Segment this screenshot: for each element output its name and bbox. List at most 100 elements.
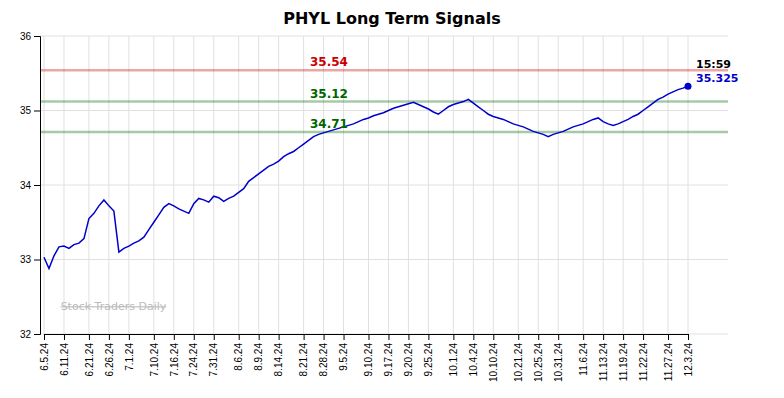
x-tick: 6.26.24 <box>104 334 115 376</box>
grid-line <box>538 36 539 334</box>
y-tick-label: 35 <box>20 105 32 116</box>
grid-line <box>388 36 389 334</box>
x-tick-mark <box>304 334 305 340</box>
grid-line <box>368 36 369 334</box>
marks <box>40 70 728 268</box>
grid-line <box>108 36 109 334</box>
x-tick-label: 6.5.24 <box>39 343 50 371</box>
y-tick-label: 32 <box>20 329 32 340</box>
x-tick: 8.28.24 <box>318 334 329 376</box>
x-tick: 7.24.24 <box>188 334 199 376</box>
grid-line <box>428 36 429 334</box>
x-tick: 10.1.24 <box>448 334 459 376</box>
x-tick-mark <box>643 334 644 340</box>
y-tick-mark <box>34 111 40 112</box>
x-tick: 11.19.24 <box>618 334 629 381</box>
x-tick-label: 9.25.24 <box>423 343 434 377</box>
x-axis-line <box>45 335 689 341</box>
x-tick-mark <box>558 334 559 340</box>
x-tick-mark <box>259 334 260 340</box>
reference-line <box>40 100 728 103</box>
grid-line <box>303 36 304 334</box>
x-tick: 11.27.24 <box>663 334 674 381</box>
grid-line <box>88 36 89 334</box>
x-tick: 7.31.24 <box>208 334 219 376</box>
x-tick-label: 9.17.24 <box>383 343 394 377</box>
x-tick: 11.22.24 <box>638 334 649 381</box>
x-tick-label: 8.9.24 <box>253 343 264 371</box>
y-tick: 33 <box>20 254 40 265</box>
x-tick-label: 8.28.24 <box>318 343 329 377</box>
y-tick: 36 <box>20 31 40 42</box>
y-tick-mark <box>34 36 40 37</box>
x-tick-label: 7.24.24 <box>188 343 199 377</box>
x-tick-label: 11.19.24 <box>618 343 629 382</box>
x-tick-mark <box>538 334 539 340</box>
grid-line <box>173 36 174 334</box>
x-tick: 6.5.24 <box>39 334 50 371</box>
x-tick-label: 10.10.24 <box>488 343 499 382</box>
x-tick-mark <box>109 334 110 340</box>
x-tick-mark <box>214 334 215 340</box>
endpoint <box>685 83 692 90</box>
x-tick-label: 6.21.24 <box>84 343 95 377</box>
x-tick-mark <box>603 334 604 340</box>
x-tick-label: 7.31.24 <box>208 343 219 377</box>
x-tick-mark <box>688 334 689 340</box>
y-tick-label: 34 <box>20 180 32 191</box>
x-tick-mark <box>388 334 389 340</box>
grid-line <box>44 36 45 334</box>
chart: PHYL Long Term Signals Stock Traders Dail… <box>0 0 784 398</box>
y-axis-line <box>34 37 41 335</box>
x-tick: 10.21.24 <box>513 334 524 382</box>
x-tick: 11.6.24 <box>578 334 589 376</box>
grid <box>40 36 728 334</box>
watermark: Stock Traders Daily <box>61 300 167 313</box>
last-time: 15:59 <box>696 58 731 71</box>
x-tick-mark <box>344 334 345 340</box>
y-tick: 34 <box>20 180 40 191</box>
x-tick-label: 7.10.24 <box>149 343 160 377</box>
grid-line <box>558 36 559 334</box>
x-tick-mark <box>453 334 454 340</box>
x-tick: 7.16.24 <box>168 334 179 376</box>
x-tick: 7.10.24 <box>149 334 160 376</box>
price-line <box>44 86 688 268</box>
y-tick-mark <box>34 185 40 186</box>
x-tick-mark <box>64 334 65 340</box>
x-tick-label: 11.6.24 <box>578 343 589 376</box>
x-tick-label: 12.3.24 <box>683 343 694 377</box>
plot: Stock Traders Daily35.5435.1234.7135.325… <box>20 31 739 382</box>
title: PHYL Long Term Signals <box>283 9 501 28</box>
y-tick-label: 33 <box>20 254 32 265</box>
grid-line <box>668 36 669 334</box>
x-tick-label: 6.26.24 <box>104 343 115 377</box>
y-tick: 32 <box>20 329 40 340</box>
grid-line <box>258 36 259 334</box>
grid-line <box>688 36 689 334</box>
reference-label: 35.54 <box>310 55 348 69</box>
last-price: 35.325 <box>696 72 738 85</box>
x-tick-mark <box>174 334 175 340</box>
x-tick-label: 6.11.24 <box>59 343 70 376</box>
grid-line <box>473 36 474 334</box>
grid-line <box>63 36 64 334</box>
y-tick-mark <box>34 334 40 335</box>
x-tick: 6.21.24 <box>84 334 95 376</box>
y-tick: 35 <box>20 105 40 116</box>
x-tick-label: 9.10.24 <box>363 343 374 377</box>
x-tick: 8.6.24 <box>233 334 244 371</box>
x-tick-label: 10.31.24 <box>553 343 564 382</box>
x-tick: 9.25.24 <box>423 334 434 376</box>
x-tick-mark <box>154 334 155 340</box>
grid-line <box>323 36 324 334</box>
grid-line <box>408 36 409 334</box>
x-tick: 10.10.24 <box>488 334 499 382</box>
grid-line <box>278 36 279 334</box>
grid-line <box>40 259 728 260</box>
x-tick-mark <box>324 334 325 340</box>
reference-label: 34.71 <box>310 117 348 131</box>
grid-line <box>343 36 344 334</box>
grid-line <box>623 36 624 334</box>
x-tick-mark <box>129 334 130 340</box>
